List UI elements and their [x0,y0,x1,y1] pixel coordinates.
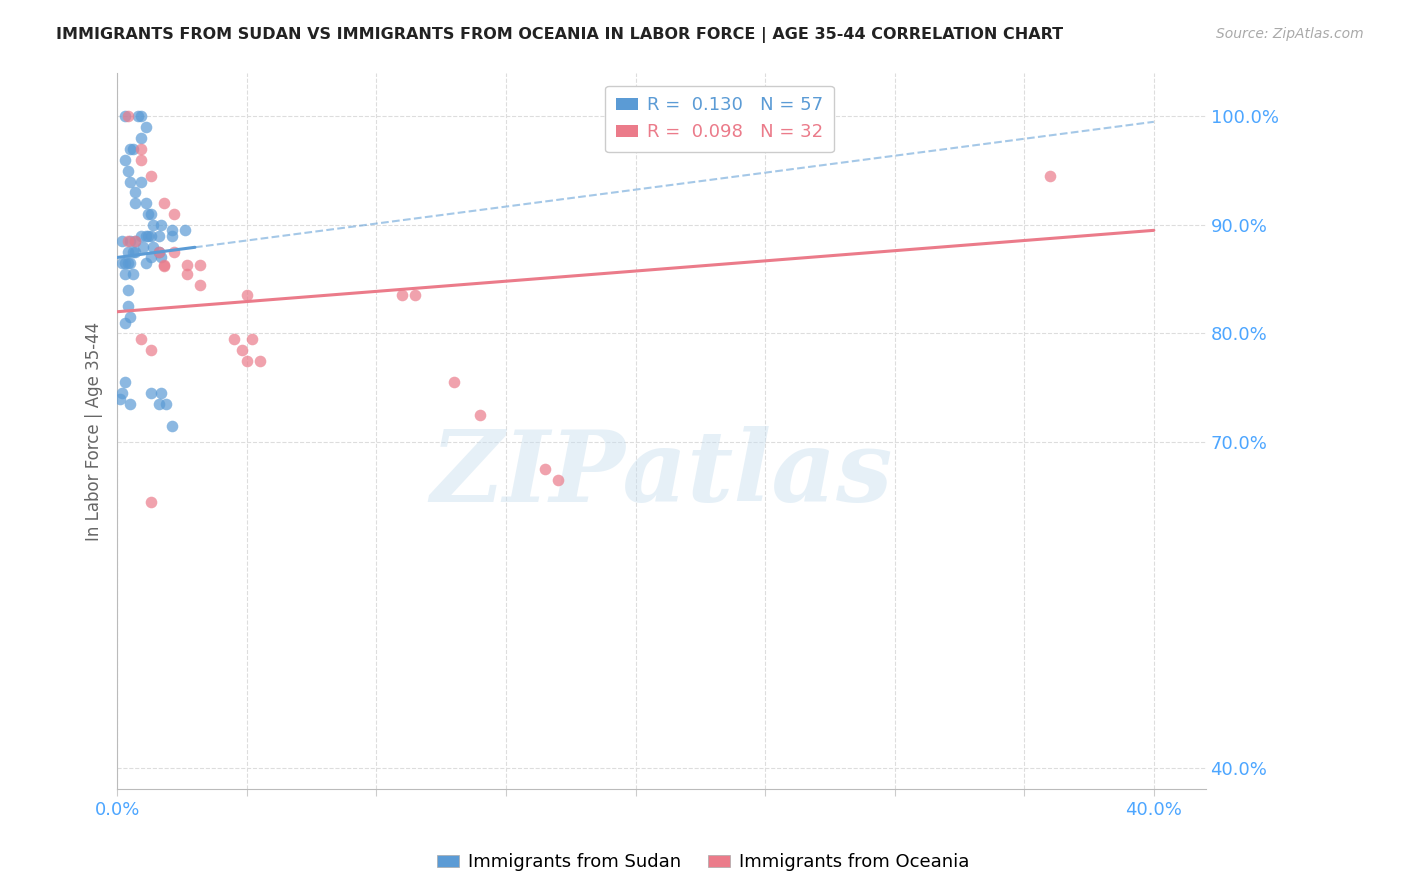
Point [153,196,176,211]
Point [240,332,263,346]
Point [121,245,143,260]
Point [163,245,186,260]
Point [136,228,159,243]
Point [114,316,136,330]
Point [533,462,555,476]
Point [148,397,170,411]
Point [139,228,162,243]
Y-axis label: In Labor Force | Age 35-44: In Labor Force | Age 35-44 [86,321,103,541]
Point [121,267,143,281]
Point [188,258,211,272]
Point [139,251,162,265]
Point [135,256,157,270]
Point [142,239,165,253]
Legend: Immigrants from Sudan, Immigrants from Oceania: Immigrants from Sudan, Immigrants from O… [430,847,976,879]
Point [148,228,170,243]
Point [117,234,139,248]
Point [129,332,152,346]
Point [129,174,152,188]
Point [236,288,259,302]
Point [148,245,170,260]
Point [135,196,157,211]
Point [132,239,155,253]
Point [236,353,259,368]
Point [176,258,198,272]
Point [114,267,136,281]
Point [114,153,136,167]
Point [117,109,139,123]
Point [114,376,136,390]
Point [391,288,413,302]
Point [120,310,142,325]
Point [222,332,245,346]
Point [231,343,253,357]
Point [249,353,271,368]
Point [148,245,170,260]
Point [117,245,139,260]
Point [139,386,162,401]
Text: ZIPatlas: ZIPatlas [430,425,893,523]
Point [163,207,186,221]
Point [547,473,569,487]
Point [120,234,142,248]
Point [129,131,152,145]
Point [160,228,183,243]
Point [114,256,136,270]
Point [139,207,162,221]
Point [129,153,152,167]
Point [129,228,152,243]
Text: Source: ZipAtlas.com: Source: ZipAtlas.com [1216,27,1364,41]
Point [111,256,134,270]
Point [139,494,162,508]
Point [129,142,152,156]
Point [150,218,173,232]
Point [468,408,491,422]
Point [117,283,139,297]
Point [114,109,136,123]
Point [139,343,162,357]
Point [120,397,142,411]
Point [120,174,142,188]
Point [135,228,157,243]
Point [188,277,211,292]
Legend: R =  0.130   N = 57, R =  0.098   N = 32: R = 0.130 N = 57, R = 0.098 N = 32 [605,86,834,153]
Point [124,234,146,248]
Point [111,234,134,248]
Point [404,288,426,302]
Point [124,196,146,211]
Point [120,256,142,270]
Point [160,223,183,237]
Point [121,142,143,156]
Point [136,207,159,221]
Point [120,142,142,156]
Point [153,258,176,272]
Point [117,163,139,178]
Point [124,245,146,260]
Point [443,376,465,390]
Point [150,251,173,265]
Point [1039,169,1062,183]
Point [111,386,134,401]
Point [173,223,195,237]
Point [129,109,152,123]
Point [124,186,146,200]
Point [117,256,139,270]
Point [142,218,165,232]
Point [117,299,139,313]
Point [124,234,146,248]
Text: IMMIGRANTS FROM SUDAN VS IMMIGRANTS FROM OCEANIA IN LABOR FORCE | AGE 35-44 CORR: IMMIGRANTS FROM SUDAN VS IMMIGRANTS FROM… [56,27,1063,43]
Point [160,418,183,433]
Point [108,392,131,406]
Point [153,259,176,273]
Point [139,169,162,183]
Point [155,397,177,411]
Point [150,386,173,401]
Point [135,120,157,135]
Point [176,267,198,281]
Point [127,109,149,123]
